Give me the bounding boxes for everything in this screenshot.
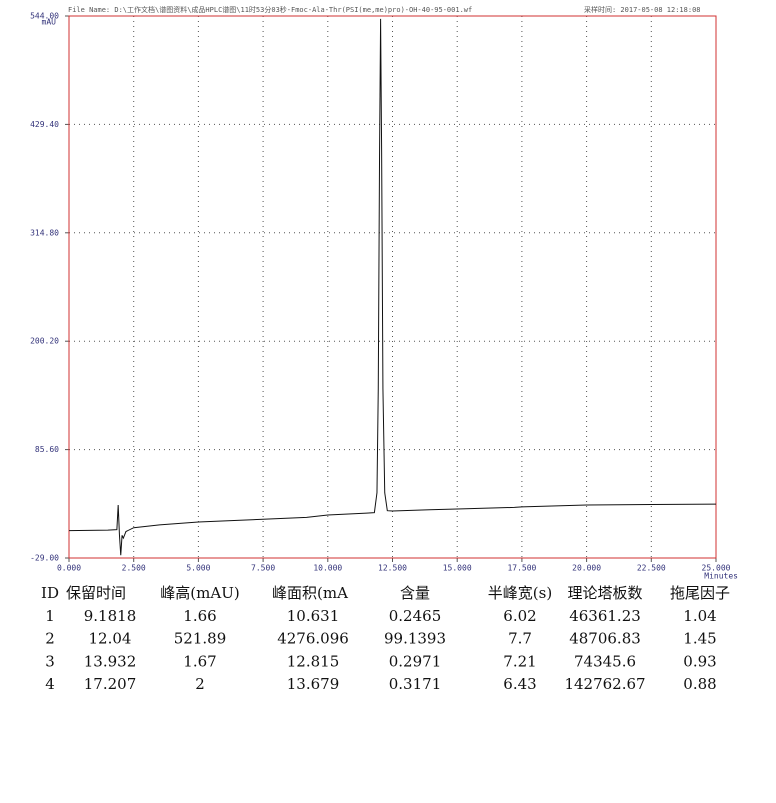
x-tick-label: 7.500 — [251, 564, 275, 573]
table-cell: 1.67 — [183, 652, 216, 670]
table-cell: 1.45 — [683, 630, 716, 648]
x-tick-label: 22.500 — [637, 564, 666, 573]
table-cell: 7.21 — [503, 652, 536, 670]
table-header: 理论塔板数 — [567, 584, 642, 602]
table-cell: 17.207 — [84, 675, 137, 693]
y-tick-label: 85.60 — [35, 445, 59, 454]
table-header: 峰面积(mA — [272, 584, 348, 602]
x-tick-label: 2.500 — [122, 564, 146, 573]
table-cell: 99.1393 — [384, 630, 446, 648]
table-cell: 13.679 — [287, 675, 340, 693]
x-tick-label: 20.000 — [572, 564, 601, 573]
x-tick-label: 15.000 — [443, 564, 472, 573]
table-header: 峰高(mAU) — [160, 584, 239, 602]
table-cell: 7.7 — [508, 630, 532, 648]
table-cell: 2 — [45, 630, 55, 648]
table-cell: 4276.096 — [277, 630, 349, 648]
y-tick-label: 544.00 — [30, 12, 59, 21]
table-cell: 12.04 — [89, 630, 132, 648]
table-cell: 0.3171 — [389, 675, 442, 693]
x-unit: Minutes — [704, 572, 738, 581]
table-cell: 142762.67 — [564, 675, 645, 693]
trace — [68, 18, 717, 556]
table-cell: 2 — [195, 675, 205, 693]
table-header: 拖尾因子 — [670, 584, 730, 602]
x-tick-label: 0.000 — [57, 564, 81, 573]
table-cell: 0.93 — [683, 652, 716, 670]
table-cell: 0.2971 — [389, 652, 442, 670]
table-cell: 46361.23 — [569, 607, 641, 625]
table-cell: 10.631 — [287, 607, 340, 625]
table-cell: 12.815 — [287, 652, 340, 670]
y-tick-label: 314.80 — [30, 228, 59, 237]
table-header: 保留时间 — [66, 584, 126, 602]
y-tick-label: 200.20 — [30, 337, 59, 346]
plot-frame — [68, 15, 717, 559]
x-tick-label: 12.500 — [378, 564, 407, 573]
table-cell: 1.04 — [683, 607, 716, 625]
table-cell: 13.932 — [84, 652, 137, 670]
table-cell: 0.2465 — [389, 607, 442, 625]
x-tick-label: 17.500 — [507, 564, 536, 573]
table-header: 半峰宽(s) — [488, 584, 552, 602]
table-cell: 521.89 — [174, 630, 227, 648]
table-cell: 6.43 — [503, 675, 536, 693]
file-name: File Name: D:\工作文档\谱图资料\成品HPLC谱图\11时53分0… — [68, 5, 472, 14]
table-cell: 9.1818 — [84, 607, 137, 625]
x-tick-label: 25.000 — [702, 564, 731, 573]
table-header: ID — [41, 584, 59, 602]
y-unit: mAU — [42, 18, 57, 27]
y-tick-label: -29.00 — [30, 554, 59, 563]
table-cell: 48706.83 — [569, 630, 641, 648]
table-cell: 1.66 — [183, 607, 216, 625]
y-tick-label: 429.40 — [30, 120, 59, 129]
table-header: 含量 — [400, 584, 430, 602]
table-cell: 4 — [45, 675, 55, 693]
table-cell: 74345.6 — [574, 652, 636, 670]
table-cell: 6.02 — [503, 607, 536, 625]
x-tick-label: 5.000 — [186, 564, 210, 573]
table-cell: 3 — [45, 652, 55, 670]
sample-time: 采样时间: 2017-05-08 12:18:08 — [584, 5, 701, 14]
x-tick-label: 10.000 — [313, 564, 342, 573]
table-cell: 0.88 — [683, 675, 716, 693]
table-cell: 1 — [45, 607, 55, 625]
